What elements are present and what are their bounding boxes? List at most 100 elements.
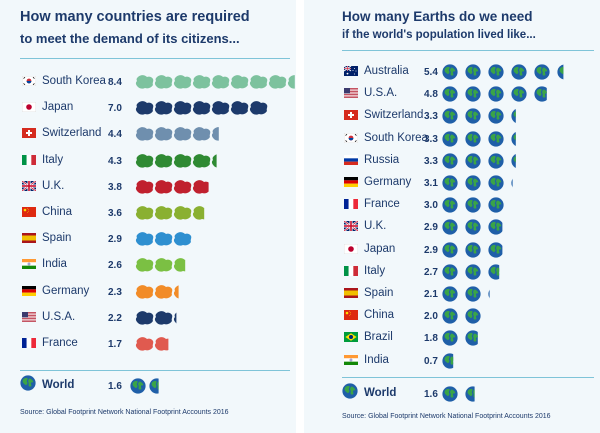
left-title: How many countries are required [20,9,250,25]
country-label: South Korea [42,75,106,87]
earth-icon [488,289,490,299]
country-shape-icon [135,179,154,194]
icon-bar [442,240,598,260]
icon-bar [134,282,294,302]
flag-au-icon [344,66,358,76]
earth-icon [442,286,458,302]
country-label: Brazil [364,331,393,344]
value-label: 5.4 [424,67,438,78]
country-row: Italy 4.3 [22,151,294,171]
country-shape-icon [135,337,154,351]
earth-icon [465,264,481,280]
country-label: Russia [364,153,400,166]
country-label: Germany [42,284,90,297]
icon-bar [134,229,294,249]
country-shape-icon [154,310,173,325]
country-label: World [42,379,75,391]
icon-bar [442,173,598,193]
world-globe-icon [20,375,36,391]
earth-icon [130,378,146,394]
country-row: U.K. 3.8 [22,177,294,197]
left-top-divider [20,58,290,59]
country-shape-icon [211,75,230,89]
earths-needed-panel: How many Earths do we need if the world'… [304,0,600,433]
world-row: World 1.6 [20,375,294,396]
earth-icon [442,219,458,235]
earth-icon [511,131,516,146]
flag-br-icon [344,332,358,343]
country-shape-icon [173,284,179,299]
earth-icon [465,197,481,213]
icon-bar [134,151,294,171]
country-label: China [364,309,395,322]
country-label: U.S.A. [42,310,76,323]
country-row: U.K. 2.9 [344,217,598,237]
country-row: India 2.6 [22,255,294,275]
country-shape-icon [173,312,177,324]
value-label: 0.7 [424,355,438,367]
flag-cn-icon [22,207,36,217]
value-label: 1.7 [108,339,122,350]
country-label: Germany [364,176,412,188]
country-shape-icon [135,206,154,220]
earth-icon [442,330,458,346]
right-title: How many Earths do we need [342,9,533,24]
flag-uk-icon [344,221,358,232]
country-label: World [364,387,397,399]
country-shape-icon [192,206,205,220]
earth-icon [465,130,481,147]
earth-icon [511,153,516,168]
country-shape-icon [154,179,173,194]
country-shape-icon [249,101,268,115]
earth-icon [488,175,504,191]
country-shape-icon [154,232,173,246]
value-label: 2.7 [424,266,438,278]
country-shape-icon [154,127,173,142]
earth-icon [488,108,504,124]
country-row: U.S.A. 4.8 [344,84,598,104]
icon-bar [442,328,598,348]
earth-icon [442,64,458,80]
country-row: Spain 2.9 [22,229,294,249]
icon-bar [442,217,598,237]
right-subtitle: if the world's population lived like... [342,29,536,41]
value-label: 3.3 [424,111,438,123]
icon-bar [442,306,598,326]
value-label: 2.9 [108,234,122,246]
earth-icon [465,175,481,191]
country-row: Japan 7.0 [22,98,294,118]
earth-icon [488,197,504,213]
earth-icon [488,130,504,147]
flag-in-icon [344,354,358,365]
flag-kr-icon [22,76,36,86]
country-label: Spain [42,232,72,245]
country-shape-icon [135,127,154,142]
flag-cn-icon [344,310,358,321]
flag-ch-icon [344,110,358,121]
country-label: U.K. [42,179,65,192]
country-label: Switzerland [364,109,424,122]
flag-uk-icon [22,180,36,191]
country-row: Japan 2.9 [344,240,598,260]
country-shape-icon [173,258,186,273]
value-label: 2.9 [424,244,438,256]
country-label: South Korea [364,131,428,144]
earth-icon [557,64,564,80]
value-label: 4.4 [108,129,122,141]
flag-es-icon [344,288,358,298]
right-source: Source: Global Footprint Network Nationa… [342,413,551,420]
earth-icon [442,108,458,124]
icon-bar [442,195,598,215]
country-row: South Korea 8.4 [22,72,295,92]
earth-icon [442,197,458,213]
flag-kr-icon [344,132,358,143]
flag-it-icon [22,154,36,165]
country-shape-icon [154,258,173,273]
country-shape-icon [192,75,211,89]
icon-bar [130,376,294,396]
icon-bar [134,72,295,92]
value-label: 3.8 [108,181,122,193]
country-label: France [42,337,78,349]
earth-icon [465,153,481,169]
value-label: 8.4 [108,77,122,88]
